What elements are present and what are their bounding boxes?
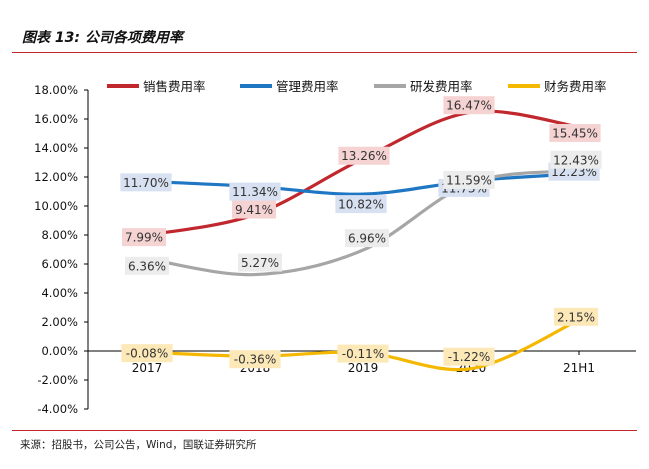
data-label-box xyxy=(125,256,169,275)
data-label-box xyxy=(338,146,390,165)
data-label-text: 6.36% xyxy=(128,259,166,273)
data-label-text: 6.96% xyxy=(348,232,386,246)
data-label: 6.36% xyxy=(125,256,169,275)
y-tick-label: 14.00% xyxy=(34,141,78,155)
data-label-box xyxy=(443,347,495,366)
top-divider xyxy=(12,52,637,53)
data-label: 10.82% xyxy=(335,195,387,214)
data-label-text: -1.22% xyxy=(448,350,490,364)
data-label-box xyxy=(549,123,601,142)
data-label-text: 15.45% xyxy=(552,126,598,140)
data-label-text: -0.08% xyxy=(126,347,168,361)
y-tick-label: -4.00% xyxy=(37,402,78,416)
data-label: 11.34% xyxy=(229,182,281,201)
legend-item: 财务费用率 xyxy=(508,79,607,94)
data-label-text: 13.26% xyxy=(341,149,387,163)
data-label-text: 12.43% xyxy=(553,153,599,167)
data-label-box xyxy=(121,344,173,363)
figure-header: 图表 13: 公司各项费用率 xyxy=(0,0,649,52)
series-line xyxy=(145,172,581,196)
data-label: -0.08% xyxy=(121,344,173,363)
y-tick-label: 4.00% xyxy=(41,286,78,300)
data-label-text: 2.15% xyxy=(557,310,595,324)
figure-title: 图表 13: 公司各项费用率 xyxy=(22,30,183,46)
data-label-box xyxy=(232,200,276,219)
data-label: -0.36% xyxy=(229,350,281,369)
data-label-box xyxy=(120,173,172,192)
legend-item: 研发费用率 xyxy=(374,79,473,94)
legend-label: 研发费用率 xyxy=(410,79,473,94)
legend-label: 销售费用率 xyxy=(143,79,206,94)
data-label-box xyxy=(443,96,495,115)
data-label-text: 7.99% xyxy=(125,231,163,245)
data-label: 15.45% xyxy=(549,123,601,142)
data-label-text: 16.47% xyxy=(446,99,492,113)
legend-label: 财务费用率 xyxy=(544,79,607,94)
data-label: 2.15% xyxy=(554,307,598,326)
data-label: 6.96% xyxy=(345,229,389,248)
series-line xyxy=(145,169,581,277)
data-label-box xyxy=(337,344,389,363)
data-label-box xyxy=(238,253,282,272)
data-label-box xyxy=(554,307,598,326)
data-label-box xyxy=(229,350,281,369)
legend-item: 管理费用率 xyxy=(240,79,339,94)
data-label: 9.41% xyxy=(232,200,276,219)
data-label-text: 11.34% xyxy=(232,185,278,199)
legend-item: 销售费用率 xyxy=(107,79,206,94)
data-label: 12.43% xyxy=(550,150,602,169)
data-label: -0.11% xyxy=(337,344,389,363)
bottom-divider xyxy=(12,430,637,431)
data-label-box xyxy=(550,150,602,169)
data-label-text: 9.41% xyxy=(235,203,273,217)
data-label: 11.70% xyxy=(120,173,172,192)
y-tick-label: 16.00% xyxy=(34,112,78,126)
legend-label: 管理费用率 xyxy=(276,79,339,94)
data-label-box xyxy=(443,170,495,189)
data-label: 7.99% xyxy=(122,228,166,247)
y-tick-label: 0.00% xyxy=(41,344,78,358)
y-tick-label: 10.00% xyxy=(34,199,78,213)
data-label: 13.26% xyxy=(338,146,390,165)
source-note: 来源：招股书，公司公告，Wind，国联证券研究所 xyxy=(20,439,257,451)
y-tick-label: 6.00% xyxy=(41,257,78,271)
data-label-text: 11.70% xyxy=(123,176,169,190)
data-label-box xyxy=(335,195,387,214)
x-tick-label: 21H1 xyxy=(563,361,595,375)
y-tick-label: 18.00% xyxy=(34,83,78,97)
data-label: 11.59% xyxy=(443,170,495,189)
data-label-text: -0.11% xyxy=(342,347,384,361)
data-label: -1.22% xyxy=(443,347,495,366)
data-label-text: 10.82% xyxy=(338,198,384,212)
data-label-text: 5.27% xyxy=(241,256,279,270)
y-tick-label: 2.00% xyxy=(41,315,78,329)
y-tick-label: 12.00% xyxy=(34,170,78,184)
y-tick-label: 8.00% xyxy=(41,228,78,242)
data-label: 16.47% xyxy=(443,96,495,115)
data-label: 5.27% xyxy=(238,253,282,272)
data-label-text: 11.59% xyxy=(446,173,492,187)
x-tick-label: 2017 xyxy=(132,361,163,375)
data-label-box xyxy=(345,229,389,248)
x-tick-label: 2019 xyxy=(348,361,379,375)
data-label-text: -0.36% xyxy=(234,353,276,367)
data-label-box xyxy=(122,228,166,247)
data-label-box xyxy=(229,182,281,201)
y-tick-label: -2.00% xyxy=(37,373,78,387)
